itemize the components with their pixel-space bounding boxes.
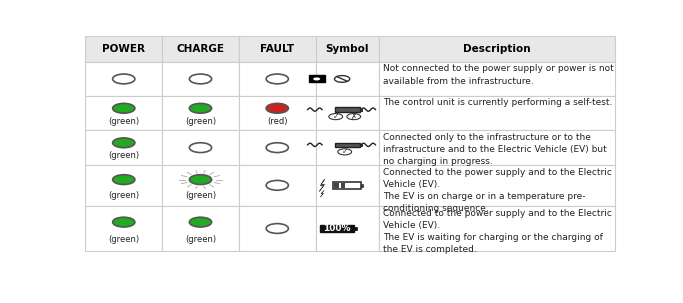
Bar: [162, 130, 239, 165]
Bar: [239, 206, 316, 251]
Bar: [335, 107, 359, 112]
Bar: [316, 36, 379, 62]
Bar: [379, 165, 615, 206]
Circle shape: [266, 74, 288, 84]
Circle shape: [189, 175, 212, 185]
Bar: [85, 206, 162, 251]
Bar: [316, 165, 379, 206]
Bar: [316, 96, 379, 130]
Circle shape: [329, 114, 343, 120]
Circle shape: [335, 75, 350, 82]
Text: CHARGE: CHARGE: [176, 44, 225, 54]
Circle shape: [113, 74, 135, 84]
Text: ✓: ✓: [342, 147, 348, 156]
Bar: [239, 165, 316, 206]
Text: POWER: POWER: [102, 44, 145, 54]
Bar: [239, 96, 316, 130]
Text: ✓: ✓: [333, 112, 339, 121]
Circle shape: [113, 217, 135, 227]
Text: (green): (green): [108, 235, 139, 244]
Bar: [379, 96, 615, 130]
Text: (red): (red): [267, 117, 288, 126]
Circle shape: [266, 103, 288, 113]
Bar: [309, 75, 324, 82]
Text: Not connected to the power supply or power is not
available from the infrastruct: Not connected to the power supply or pow…: [383, 65, 614, 85]
Circle shape: [189, 217, 212, 227]
Text: (green): (green): [108, 152, 139, 160]
Text: Description: Description: [463, 44, 531, 54]
Circle shape: [189, 103, 212, 113]
Bar: [316, 206, 379, 251]
Text: ✗: ✗: [350, 112, 357, 121]
Bar: [379, 130, 615, 165]
Bar: [333, 182, 361, 189]
Bar: [85, 130, 162, 165]
Bar: [316, 130, 379, 165]
Circle shape: [266, 143, 288, 152]
Bar: [85, 96, 162, 130]
Bar: [85, 36, 162, 62]
Bar: [341, 183, 346, 188]
Bar: [379, 62, 615, 96]
Circle shape: [266, 224, 288, 233]
Bar: [162, 206, 239, 251]
Text: The control unit is currently performing a self-test.: The control unit is currently performing…: [383, 98, 613, 107]
Bar: [320, 225, 354, 232]
Bar: [334, 183, 339, 188]
Text: (green): (green): [185, 235, 216, 244]
Text: Connected only to the infrastructure or to the
infrastructure and to the Electri: Connected only to the infrastructure or …: [383, 133, 607, 166]
Circle shape: [113, 138, 135, 148]
Bar: [354, 227, 357, 230]
Bar: [316, 62, 379, 96]
Circle shape: [113, 103, 135, 113]
Text: (green): (green): [108, 191, 139, 200]
Bar: [359, 144, 362, 146]
Text: 100%: 100%: [323, 224, 351, 233]
Text: (green): (green): [185, 117, 216, 126]
Bar: [379, 206, 615, 251]
Bar: [85, 165, 162, 206]
Circle shape: [313, 77, 320, 81]
Bar: [162, 165, 239, 206]
Bar: [239, 62, 316, 96]
Bar: [162, 36, 239, 62]
Bar: [335, 142, 359, 147]
Polygon shape: [320, 179, 324, 191]
Bar: [162, 62, 239, 96]
Text: FAULT: FAULT: [260, 44, 294, 54]
Circle shape: [338, 149, 352, 155]
Circle shape: [266, 180, 288, 190]
Circle shape: [347, 114, 361, 120]
Circle shape: [189, 143, 212, 152]
Bar: [85, 62, 162, 96]
Polygon shape: [320, 191, 324, 197]
Bar: [359, 108, 362, 111]
Circle shape: [189, 74, 212, 84]
Text: Connected to the power supply and to the Electric
Vehicle (EV).
The EV is waitin: Connected to the power supply and to the…: [383, 209, 612, 255]
Bar: [239, 130, 316, 165]
Text: (green): (green): [185, 191, 216, 200]
Text: Symbol: Symbol: [326, 44, 369, 54]
Bar: [239, 36, 316, 62]
Circle shape: [113, 175, 135, 185]
Bar: [379, 36, 615, 62]
Bar: [162, 96, 239, 130]
Text: (green): (green): [108, 117, 139, 126]
Bar: [361, 184, 363, 187]
Text: Connected to the power supply and to the Electric
Vehicle (EV).
The EV is on cha: Connected to the power supply and to the…: [383, 168, 612, 213]
